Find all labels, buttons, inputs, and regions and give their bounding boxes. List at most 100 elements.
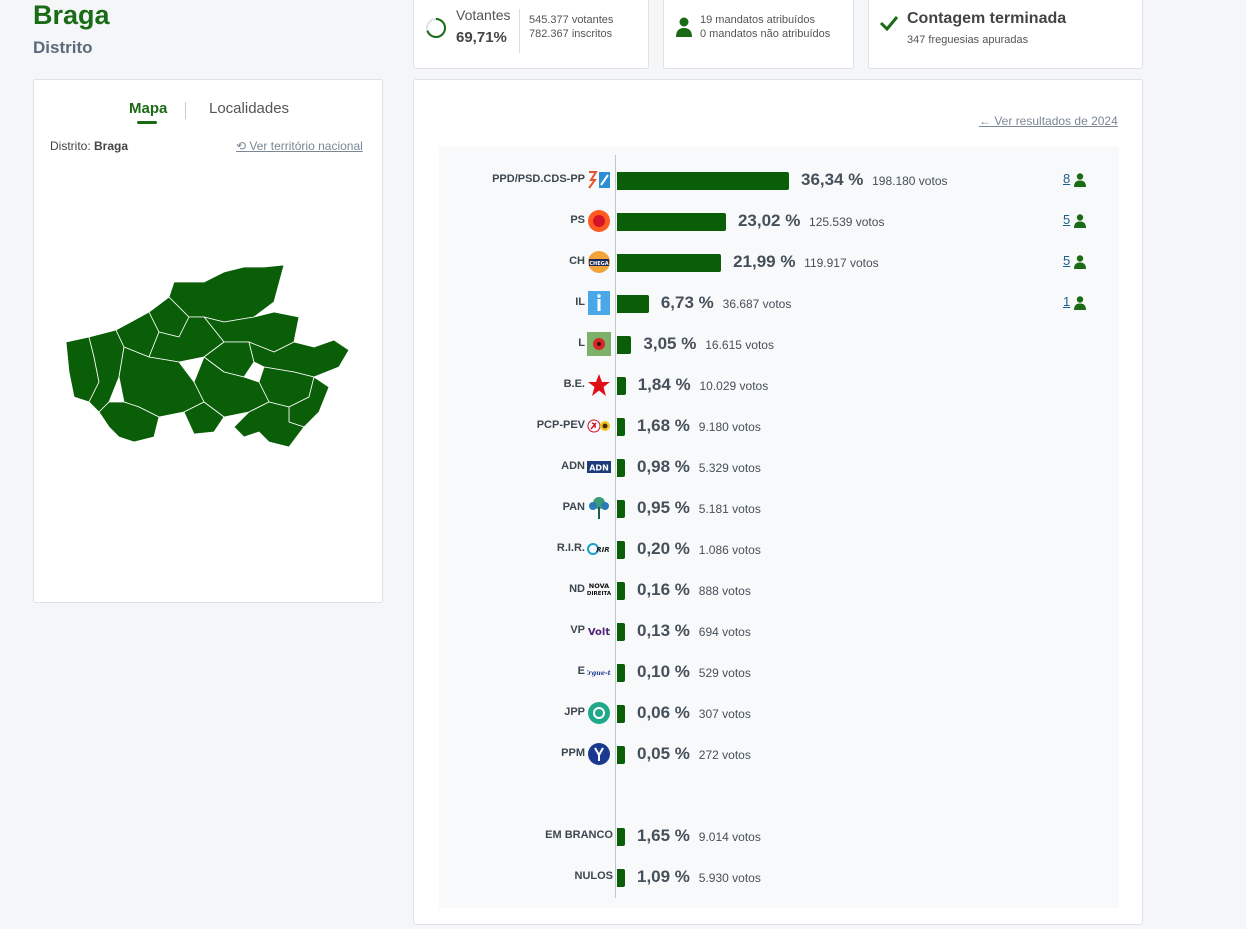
result-votes: 198.180 votos	[872, 174, 948, 188]
result-row: EErgue-te 0,10 % 529 votos	[439, 657, 1119, 687]
rir-logo: RIR	[587, 537, 611, 561]
ver-resultados-2024-link[interactable]: ← Ver resultados de 2024	[979, 114, 1118, 128]
ppm-logo	[587, 742, 611, 766]
result-pct: 3,05 %	[643, 334, 697, 353]
result-pct: 6,73 %	[660, 293, 714, 312]
result-pct: 0,13 %	[637, 621, 690, 640]
inscritos-count: 782.367 inscritos	[529, 28, 613, 40]
result-bar	[617, 500, 625, 518]
result-bar	[617, 541, 625, 559]
result-bar	[617, 705, 625, 723]
result-pct: 1,65 %	[637, 826, 690, 845]
result-row: PS 23,02 % 125.539 votos 5	[439, 206, 1119, 236]
result-votes: 5.181 votos	[698, 502, 761, 516]
results-card: ← Ver resultados de 2024 PPD/PSD.CDS-PP 3…	[413, 79, 1143, 925]
svg-text:ADN: ADN	[589, 464, 609, 473]
result-pct: 0,16 %	[637, 580, 690, 599]
person-icon	[1074, 296, 1086, 310]
chart-axis	[615, 155, 616, 898]
ver-territorio-nacional-link[interactable]: ⟲ Ver território nacional	[236, 139, 363, 153]
ad-logo	[587, 168, 611, 192]
result-bar	[617, 172, 789, 190]
ps-logo	[587, 209, 611, 233]
arrow-left-icon: ←	[979, 114, 991, 128]
person-icon	[1074, 214, 1086, 228]
result-votes: 307 votos	[698, 707, 751, 721]
result-bar	[617, 746, 625, 764]
municipality-mondim	[233, 401, 305, 448]
tab-separator	[185, 102, 186, 119]
distrito-label: Distrito:	[50, 139, 91, 153]
chega-logo: CHEGA	[587, 250, 611, 274]
active-tab-indicator	[137, 121, 157, 124]
result-pct: 0,98 %	[637, 457, 690, 476]
svg-text:RIR: RIR	[596, 546, 609, 554]
results-chart: PPD/PSD.CDS-PP 36,34 % 198.180 votos 8 PS 23,…	[439, 147, 1119, 908]
pan-logo	[587, 496, 611, 520]
result-row: PAN 0,95 % 5.181 votos	[439, 493, 1119, 523]
result-row: JPP 0,06 % 307 votos	[439, 698, 1119, 728]
seats-link[interactable]: 5	[1063, 253, 1071, 268]
result-votes: 9.180 votos	[698, 420, 761, 434]
result-pct: 0,95 %	[637, 498, 690, 517]
party-name: JPP	[564, 706, 585, 718]
party-name: IL	[575, 296, 585, 308]
il-logo	[587, 291, 611, 315]
party-name: PPD/PSD.CDS-PP	[492, 173, 585, 185]
page-title: Braga	[33, 0, 110, 30]
result-row: PPM 0,05 % 272 votos	[439, 739, 1119, 769]
party-name: NULOS	[574, 870, 614, 882]
result-pct: 21,99 %	[733, 252, 796, 271]
seats-link[interactable]: 8	[1063, 171, 1071, 186]
jpp-logo	[587, 701, 611, 725]
result-bar	[617, 582, 625, 600]
result-votes: 125.539 votos	[809, 215, 885, 229]
map-card: Mapa Localidades Distrito: Braga ⟲ Ver t…	[33, 79, 383, 603]
party-name: VP	[570, 624, 585, 636]
result-row: EM BRANCO 1,65 % 9.014 votos	[439, 821, 1119, 851]
tab-mapa[interactable]: Mapa	[129, 100, 168, 117]
page-subtitle: Distrito	[33, 38, 93, 57]
result-bar	[617, 254, 722, 272]
result-pct: 0,06 %	[637, 703, 690, 722]
result-row: CH CHEGA 21,99 % 119.917 votos 5	[439, 247, 1119, 277]
party-name: CH	[569, 255, 585, 267]
svg-text:NOVA: NOVA	[589, 582, 609, 590]
seats-link[interactable]: 1	[1063, 294, 1071, 309]
votantes-label: Votantes	[456, 7, 511, 23]
be-logo	[587, 373, 611, 397]
result-votes: 10.029 votos	[699, 379, 769, 393]
municipality-cabeceiras	[248, 339, 350, 378]
svg-text:Volt: Volt	[588, 627, 610, 638]
result-row: ND NOVA DIREITA 0,16 % 888 votos	[439, 575, 1119, 605]
party-name: PS	[570, 214, 585, 226]
result-bar	[617, 869, 625, 887]
tab-localidades[interactable]: Localidades	[209, 100, 290, 117]
result-pct: 23,02 %	[737, 211, 801, 230]
mandatos-card: 19 mandatos atribuídos 0 mandatos não at…	[663, 0, 854, 69]
result-votes: 694 votos	[698, 625, 751, 639]
party-name: B.E.	[563, 378, 585, 390]
party-name: PCP-PEV	[536, 419, 585, 431]
district-map[interactable]	[64, 262, 354, 457]
result-votes: 5.930 votos	[698, 871, 761, 885]
municipality-vizela	[183, 401, 225, 435]
divider	[519, 9, 520, 53]
result-votes: 119.917 votos	[804, 256, 879, 270]
result-pct: 1,68 %	[637, 416, 690, 435]
result-bar	[617, 418, 625, 436]
result-row: ADN ADN 0,98 % 5.329 votos	[439, 452, 1119, 482]
result-votes: 888 votos	[698, 584, 751, 598]
result-votes: 36.687 votos	[722, 297, 792, 311]
party-name: PAN	[562, 501, 585, 513]
result-bar	[617, 377, 626, 395]
result-votes: 272 votos	[698, 748, 751, 762]
nd-logo: NOVA DIREITA	[587, 578, 612, 602]
party-name: E	[577, 665, 585, 677]
person-icon	[1074, 255, 1086, 269]
result-votes: 1.086 votos	[698, 543, 761, 557]
seats-link[interactable]: 5	[1063, 212, 1071, 227]
votantes-count: 545.377 votantes	[529, 14, 614, 26]
result-row: PPD/PSD.CDS-PP 36,34 % 198.180 votos 8	[439, 165, 1119, 195]
